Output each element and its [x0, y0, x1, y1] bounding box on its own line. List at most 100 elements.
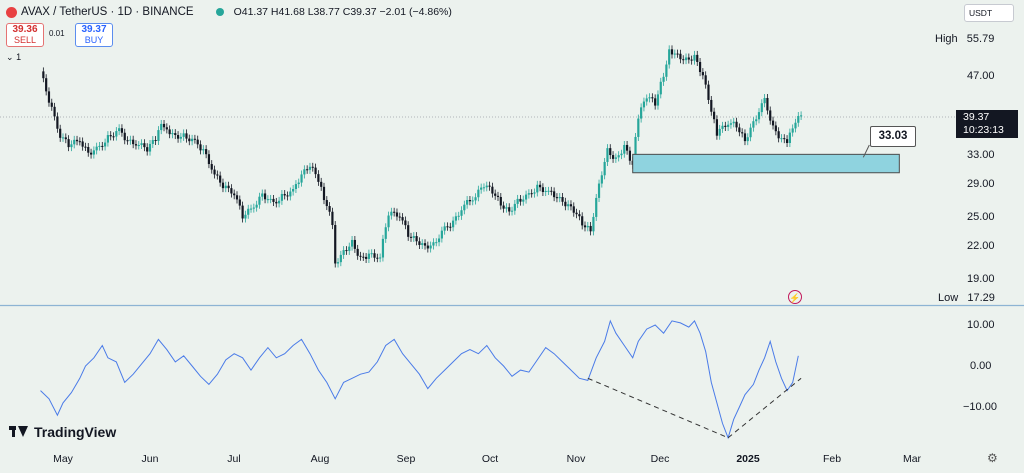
candle — [614, 157, 617, 159]
x-tick: Oct — [481, 453, 499, 465]
divergence-line[interactable] — [727, 377, 802, 439]
symbol-title[interactable]: AVAX / TetherUS · 1D · BINANCE — [21, 6, 194, 18]
candle — [701, 72, 704, 76]
candle — [668, 49, 671, 65]
y-tick: 29.00 — [967, 178, 995, 190]
annotation-label[interactable]: 33.03 — [870, 126, 916, 147]
candle — [123, 132, 126, 141]
high-label: High 55.79 — [935, 33, 994, 45]
candle — [101, 145, 104, 147]
buy-button[interactable]: 39.37 BUY — [75, 23, 113, 47]
candle — [84, 146, 87, 148]
candle — [148, 143, 152, 152]
candle — [637, 118, 640, 137]
candle — [589, 225, 592, 232]
y-tick: 33.00 — [967, 149, 995, 161]
candle — [451, 220, 455, 228]
candle — [718, 128, 721, 136]
candle — [536, 184, 539, 193]
candle — [766, 97, 769, 111]
candle — [376, 257, 379, 259]
candle — [390, 211, 393, 216]
low-value: 17.29 — [967, 292, 995, 304]
candle — [609, 148, 612, 156]
candle — [247, 208, 250, 215]
candle — [196, 139, 199, 145]
candle — [162, 123, 166, 128]
candle — [56, 116, 59, 129]
x-tick: Nov — [566, 453, 586, 465]
candle — [381, 238, 385, 258]
candle — [426, 245, 429, 249]
candle — [359, 255, 362, 257]
settings-icon[interactable]: ⚙ — [987, 451, 998, 465]
candle — [502, 205, 505, 209]
candle — [421, 243, 424, 245]
candle — [216, 174, 219, 176]
low-label: Low 17.29 — [938, 292, 995, 304]
candle — [513, 203, 516, 211]
candle — [785, 139, 789, 143]
sell-price: 39.36 — [12, 24, 38, 35]
candle — [505, 207, 508, 209]
candle — [755, 119, 758, 122]
candle — [508, 207, 511, 212]
indicator-toggle[interactable]: ⌄ 1 — [6, 52, 21, 63]
candle — [780, 138, 783, 140]
candle — [640, 107, 643, 119]
candle — [468, 200, 472, 202]
x-tick: Feb — [822, 453, 842, 465]
candle — [306, 169, 309, 171]
candle — [297, 182, 300, 185]
low-text: Low — [938, 292, 959, 304]
candle — [763, 97, 766, 104]
candle — [362, 256, 365, 258]
candle — [45, 78, 48, 92]
candle — [115, 131, 118, 137]
candle — [460, 210, 463, 216]
candle — [311, 166, 314, 168]
candle — [791, 128, 794, 133]
candle — [151, 140, 154, 144]
candle — [471, 200, 474, 202]
candle — [70, 144, 73, 148]
candle — [120, 128, 124, 133]
candle — [662, 76, 665, 82]
candle — [334, 225, 337, 264]
candle — [342, 250, 345, 255]
candle — [524, 194, 528, 200]
candle — [606, 148, 609, 162]
candle — [373, 253, 376, 258]
candle — [280, 193, 284, 201]
candle — [384, 227, 387, 239]
candle — [651, 97, 654, 99]
candle — [272, 198, 275, 202]
candle — [530, 193, 533, 195]
candle — [255, 204, 258, 208]
candle — [752, 121, 755, 128]
currency-selector[interactable]: USDT — [964, 4, 1014, 22]
support-zone[interactable] — [632, 153, 900, 174]
candle — [75, 139, 79, 142]
candle — [727, 124, 730, 127]
candle — [350, 239, 354, 247]
sell-button[interactable]: 39.36 SELL — [6, 23, 44, 47]
candle — [684, 57, 688, 61]
candle — [741, 132, 744, 134]
candle — [412, 236, 415, 238]
indicator-count: 1 — [16, 52, 22, 62]
candle — [387, 215, 390, 228]
candle — [474, 197, 477, 201]
candle — [92, 150, 95, 155]
candle — [258, 196, 261, 205]
candle — [600, 175, 603, 184]
candle — [348, 246, 351, 251]
candle — [477, 189, 480, 198]
candle — [322, 186, 326, 201]
divergence-line[interactable] — [587, 377, 729, 439]
candle — [586, 225, 589, 228]
candle — [64, 137, 67, 140]
lightning-icon[interactable]: ⚡ — [788, 290, 802, 304]
candle — [457, 215, 460, 217]
